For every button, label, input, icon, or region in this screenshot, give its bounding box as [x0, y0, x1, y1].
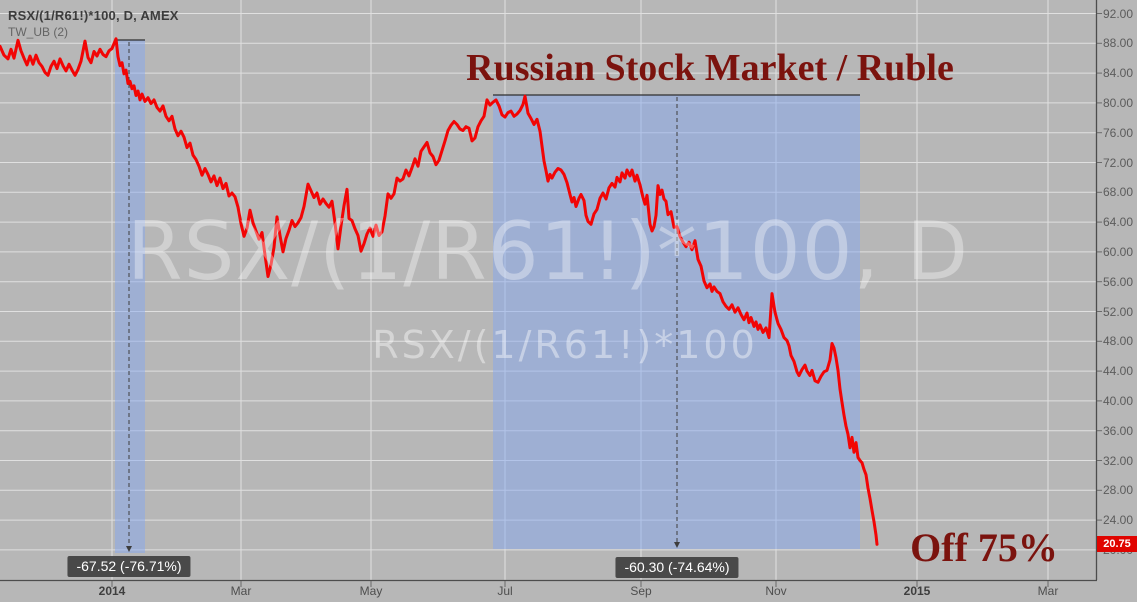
watermark-large: RSX/(1/R61!)*100, D	[126, 205, 969, 298]
price-tick-label: 80.00	[1103, 95, 1134, 110]
price-tick-label: 24.00	[1103, 513, 1134, 528]
watermark-small: RSX/(1/R61!)*100	[372, 323, 758, 367]
price-tick-label: 28.00	[1103, 483, 1134, 498]
price-axis[interactable]: 92.00 88.00 84.00 80.00 76.00 72.00 68.00 64.00…	[1096, 0, 1137, 580]
annotation-title: Russian Stock Market / Ruble	[466, 47, 954, 89]
measure-label: -60.30 (-74.64%)	[615, 557, 739, 578]
time-tick-label: May	[359, 584, 383, 598]
price-tick-label: 84.00	[1103, 66, 1134, 81]
time-tick-label: Jul	[497, 584, 513, 598]
measure-label: -67.52 (-76.71%)	[67, 556, 191, 577]
price-tick-label: 92.00	[1103, 6, 1134, 21]
indicator-label[interactable]: TW_UB (2)	[8, 25, 68, 39]
time-axis[interactable]: 2014 Mar May Jul Sep Nov 2015 Mar	[0, 580, 1096, 602]
price-tick-label: 64.00	[1103, 215, 1134, 230]
price-tick-label: 44.00	[1103, 364, 1134, 379]
measure-band[interactable]	[115, 40, 145, 553]
time-tick-label: Mar	[230, 584, 252, 598]
price-tick-label: 56.00	[1103, 274, 1134, 289]
time-tick-label: Nov	[765, 584, 787, 598]
price-tick-label: 76.00	[1103, 125, 1134, 140]
symbol-title[interactable]: RSX/(1/R61!)*100, D, AMEX	[8, 8, 179, 23]
price-tick-label: 48.00	[1103, 334, 1134, 349]
price-tick-label: 52.00	[1103, 304, 1134, 319]
price-tick-label: 72.00	[1103, 155, 1134, 170]
price-tick-label: 36.00	[1103, 423, 1134, 438]
last-price-badge: 20.75	[1097, 536, 1137, 553]
price-line[interactable]	[0, 37, 879, 546]
price-tick-label: 88.00	[1103, 36, 1134, 51]
time-tick-label: Sep	[630, 584, 652, 598]
time-tick-label: 2015	[903, 584, 931, 598]
annotation-off-percent: Off 75%	[910, 525, 1058, 570]
time-tick-label: Mar	[1037, 584, 1059, 598]
time-tick-label: 2014	[98, 584, 126, 598]
measure-arrow-icon	[126, 546, 132, 552]
price-tick-label: 40.00	[1103, 393, 1134, 408]
price-tick-label: 32.00	[1103, 453, 1134, 468]
price-tick-label: 68.00	[1103, 185, 1134, 200]
price-tick-label: 60.00	[1103, 244, 1134, 259]
measure-arrow-icon	[674, 542, 680, 548]
